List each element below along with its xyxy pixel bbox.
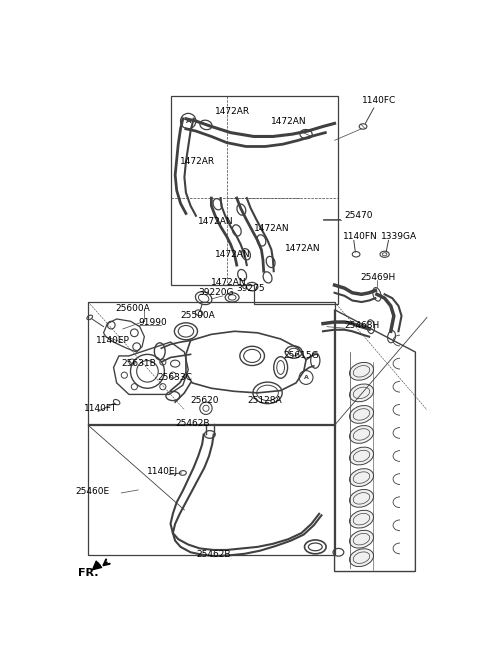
Text: 25468H: 25468H [345,321,380,329]
Text: 1140FC: 1140FC [361,96,396,105]
Ellipse shape [349,510,373,528]
Text: 25600A: 25600A [115,304,150,313]
Text: 91990: 91990 [138,318,167,327]
Text: 25460E: 25460E [75,487,109,496]
Text: 25633C: 25633C [157,373,192,382]
Text: 1140FT: 1140FT [84,404,118,413]
Text: 1140FN: 1140FN [343,232,378,241]
Ellipse shape [349,405,373,423]
Ellipse shape [349,530,373,548]
Text: 39275: 39275 [237,283,265,293]
Text: 25462B: 25462B [196,550,230,559]
Ellipse shape [349,468,373,487]
Text: 1339GA: 1339GA [381,232,417,241]
Text: 1472AN: 1472AN [211,278,247,287]
Text: 25128A: 25128A [248,396,282,405]
Text: 39220G: 39220G [198,288,234,297]
Text: 1472AN: 1472AN [198,216,234,226]
Text: 25620: 25620 [191,396,219,405]
Ellipse shape [349,384,373,401]
Text: 1472AN: 1472AN [271,117,306,125]
Text: 25470: 25470 [345,211,373,220]
Text: 1140EJ: 1140EJ [147,467,179,476]
Text: 25631B: 25631B [121,359,156,368]
Text: 25469H: 25469H [360,273,395,282]
Text: 1472AR: 1472AR [215,106,251,115]
Text: 1140EP: 1140EP [96,336,130,345]
Text: 25462B: 25462B [175,419,210,428]
Text: 1472AN: 1472AN [285,243,320,253]
Text: A: A [186,118,191,124]
Text: 25615G: 25615G [283,352,319,360]
Text: 1472AN: 1472AN [254,224,289,234]
Text: A: A [304,375,309,380]
Text: FR.: FR. [78,568,99,578]
Text: 25500A: 25500A [180,312,216,320]
Text: 1472AR: 1472AR [180,157,215,167]
Ellipse shape [349,426,373,443]
Text: 1472AN: 1472AN [215,250,251,258]
Ellipse shape [349,489,373,507]
Ellipse shape [349,549,373,567]
Ellipse shape [349,447,373,465]
Ellipse shape [349,362,373,380]
